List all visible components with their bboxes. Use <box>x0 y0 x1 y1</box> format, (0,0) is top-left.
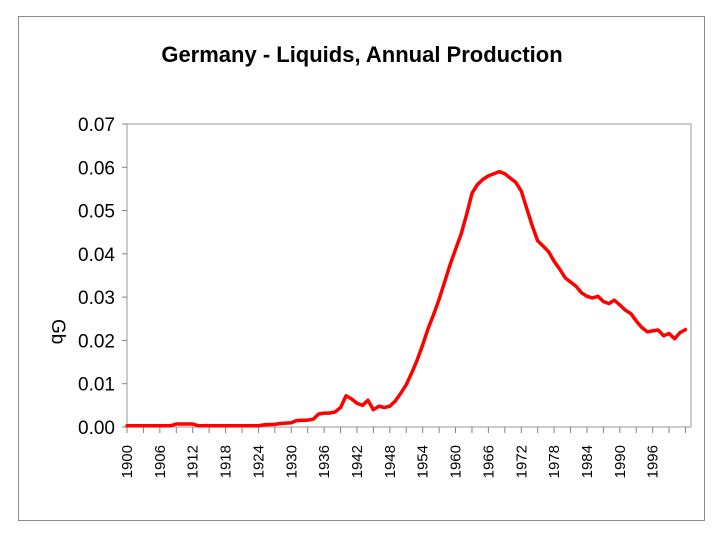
y-tick-label: 0.02 <box>78 331 115 352</box>
y-tick-label: 0.03 <box>78 288 115 309</box>
x-tick-label: 1984 <box>579 445 596 478</box>
y-ticks: 0.00 0.01 0.02 0.03 0.04 0.05 0.06 0.07 <box>78 115 127 439</box>
y-tick-label: 0.04 <box>78 245 115 266</box>
y-tick-label: 0.05 <box>78 202 115 223</box>
chart-title: Germany - Liquids, Annual Production <box>161 42 562 67</box>
x-tick-label: 1966 <box>480 445 497 478</box>
y-axis-label-text: Gb <box>47 319 68 344</box>
x-tick-label: 1960 <box>448 445 465 478</box>
x-tick-label: 1906 <box>152 445 169 478</box>
series-line <box>125 169 688 428</box>
x-tick-label: 1930 <box>283 445 300 478</box>
x-ticks: 1900 1906 1912 1918 1924 1930 1936 1942 1948 1954… <box>119 427 687 478</box>
plot-area <box>126 123 692 428</box>
x-tick-label: 1936 <box>316 445 333 478</box>
x-tick-label: 1972 <box>513 445 530 478</box>
x-tick-label: 1924 <box>250 445 267 478</box>
y-tick-label: 0.00 <box>78 418 115 439</box>
y-tick-label: 0.07 <box>78 115 115 136</box>
chart-frame <box>18 16 705 521</box>
x-tick-label: 1978 <box>546 445 563 478</box>
x-tick-label: 1918 <box>218 445 235 478</box>
x-tick-label: 1954 <box>415 445 432 478</box>
y-tick-label: 0.06 <box>78 158 115 179</box>
y-tick-label: 0.01 <box>78 375 115 396</box>
x-tick-label: 1948 <box>382 445 399 478</box>
x-tick-label: 1912 <box>185 445 202 478</box>
x-tick-label: 1942 <box>349 445 366 478</box>
series-group <box>125 169 688 428</box>
x-tick-label: 1996 <box>645 445 662 478</box>
x-tick-label: 1900 <box>119 445 136 478</box>
y-axis-label: Gb <box>47 319 68 344</box>
x-tick-label: 1990 <box>612 445 629 478</box>
